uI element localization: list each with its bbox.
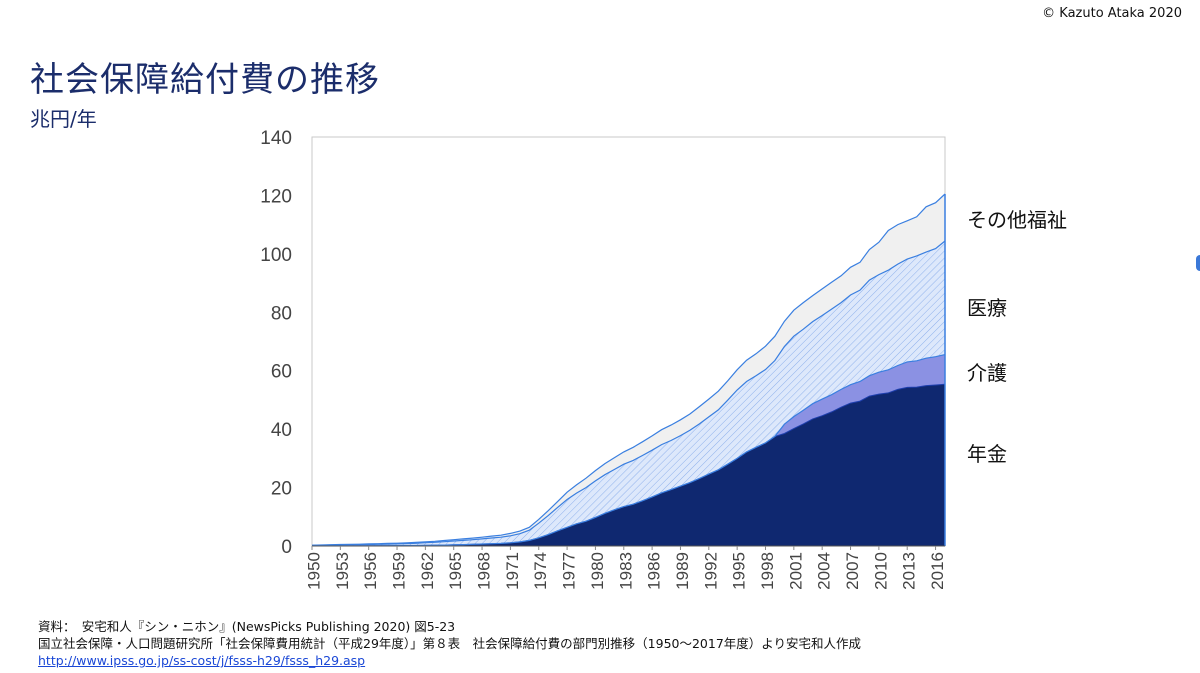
x-tick-label: 1971 — [503, 552, 522, 590]
source-link[interactable]: http://www.ipss.go.jp/ss-cost/j/fsss-h29… — [38, 653, 366, 668]
axis-layer: 0 20 40 60 80 100 120 140 1950 1953 1956 1959 1962 19… — [260, 128, 947, 590]
x-tick-label: 2007 — [843, 552, 862, 590]
legend-label-medical: 医療 — [967, 296, 1007, 320]
legend-label-care: 介護 — [967, 361, 1007, 385]
x-tick-label: 1998 — [758, 552, 777, 590]
y-tick-label: 60 — [271, 362, 292, 383]
y-tick-label: 80 — [271, 303, 292, 324]
x-tick-label: 1956 — [361, 552, 380, 590]
area-medical — [312, 241, 945, 546]
source-line-2: 国立社会保障・人口問題研究所「社会保障費用統計（平成29年度）」第８表 社会保障… — [38, 636, 862, 651]
x-tick-label: 1989 — [673, 552, 692, 590]
x-tick-label: 2001 — [786, 552, 805, 590]
area-care — [312, 354, 945, 546]
y-tick-label: 100 — [260, 245, 292, 266]
x-tick-label: 1977 — [560, 552, 579, 590]
unit-label: 兆円/年 — [30, 107, 97, 131]
copyright-notice: © Kazuto Ataka 2020 — [1042, 6, 1182, 21]
x-tick-label: 1959 — [390, 552, 409, 590]
x-tick-label: 1995 — [730, 552, 749, 590]
x-tick-label: 1953 — [333, 552, 352, 590]
x-tick-label: 2016 — [928, 552, 947, 590]
source-line-1: 資料： 安宅和人『シン・ニホン』(NewsPicks Publishing 20… — [38, 619, 456, 634]
x-tick-label: 1965 — [446, 552, 465, 590]
x-tick-label: 2010 — [871, 552, 890, 590]
y-tick-label: 0 — [281, 537, 292, 558]
y-tick-label: 20 — [271, 479, 292, 500]
y-tick-label: 40 — [271, 420, 292, 441]
line-medical-top — [311, 240, 946, 546]
x-tick-label: 1962 — [418, 552, 437, 590]
x-tick-label: 1968 — [475, 552, 494, 590]
x-tick-label: 2013 — [900, 552, 919, 590]
x-tick-label: 1992 — [701, 552, 720, 590]
source-notes: 資料： 安宅和人『シン・ニホン』(NewsPicks Publishing 20… — [38, 618, 861, 669]
edge-marker — [1196, 255, 1200, 271]
page-title: 社会保障給付費の推移 — [30, 60, 380, 100]
area-pension — [312, 384, 945, 546]
x-tick-label: 1950 — [304, 552, 323, 590]
legend-label-other-welfare: その他福祉 — [967, 208, 1067, 232]
legend-label-pension: 年金 — [967, 442, 1007, 466]
x-tick-label: 1986 — [645, 552, 664, 590]
area-layer — [311, 193, 946, 547]
x-tick-label: 1983 — [616, 552, 635, 590]
y-tick-label: 120 — [260, 186, 292, 207]
x-tick-label: 1980 — [588, 552, 607, 590]
line-care-top — [312, 354, 946, 547]
x-tick-label: 2004 — [815, 552, 834, 590]
x-tick-label: 1974 — [531, 552, 550, 590]
line-total-top — [311, 193, 946, 546]
y-tick-label: 140 — [260, 128, 292, 149]
